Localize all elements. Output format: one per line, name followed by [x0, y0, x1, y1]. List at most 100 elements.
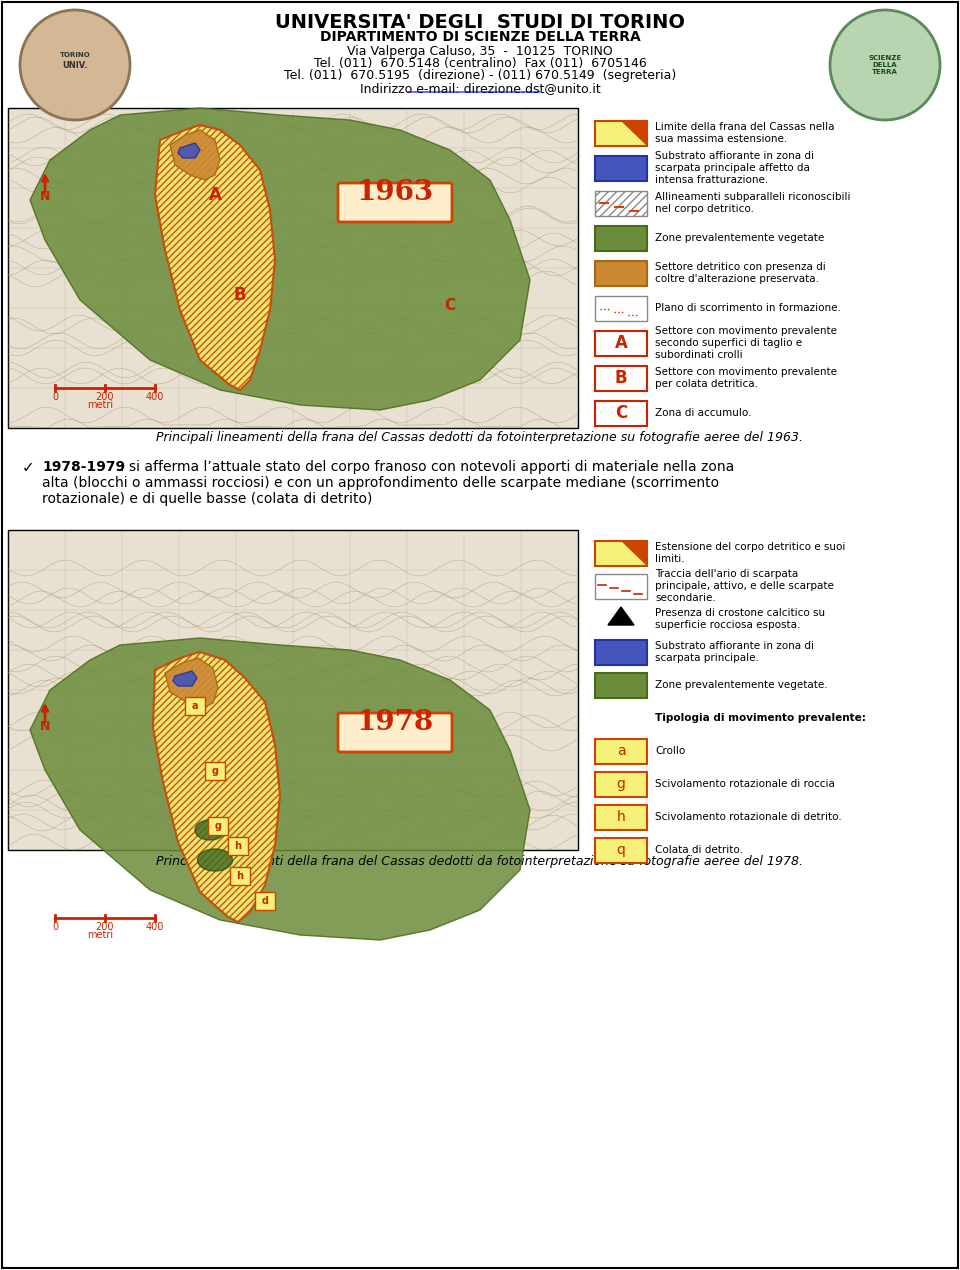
Text: a: a — [192, 701, 199, 711]
Text: Tipologia di movimento prevalente:: Tipologia di movimento prevalente: — [655, 712, 866, 723]
Bar — [255, 892, 275, 911]
Text: ✓: ✓ — [22, 460, 35, 475]
Bar — [595, 226, 647, 251]
Text: a: a — [616, 744, 625, 758]
Text: Indirizzo e-mail: direzione.dst@unito.it: Indirizzo e-mail: direzione.dst@unito.it — [360, 83, 600, 95]
Text: A: A — [208, 185, 222, 204]
Text: C: C — [614, 404, 627, 422]
Text: metri: metri — [87, 400, 113, 410]
Polygon shape — [155, 124, 275, 390]
Text: g: g — [616, 777, 625, 791]
Text: 1978-1979: 1978-1979 — [42, 460, 125, 474]
Text: Zona di accumulo.: Zona di accumulo. — [655, 408, 752, 418]
Text: h: h — [616, 810, 625, 824]
Text: Colata di detrito.: Colata di detrito. — [655, 845, 743, 855]
Text: 200: 200 — [96, 392, 114, 403]
Text: Zone prevalentemente vegetate.: Zone prevalentemente vegetate. — [655, 679, 828, 690]
Text: DIPARTIMENTO DI SCIENZE DELLA TERRA: DIPARTIMENTO DI SCIENZE DELLA TERRA — [320, 30, 640, 44]
Text: Substrato affiorante in zona di
scarpata principale affetto da
intensa fratturaz: Substrato affiorante in zona di scarpata… — [655, 151, 814, 184]
Bar — [595, 739, 647, 765]
Bar — [595, 772, 647, 798]
Text: Substrato affiorante in zona di
scarpata principale.: Substrato affiorante in zona di scarpata… — [655, 641, 814, 663]
Bar — [8, 108, 578, 428]
FancyBboxPatch shape — [338, 712, 452, 752]
Bar — [595, 262, 647, 286]
Text: Principali lineamenti della frana del Cassas dedotti da fotointerpretazione su f: Principali lineamenti della frana del Ca… — [156, 856, 804, 869]
Text: A: A — [614, 334, 628, 352]
Bar — [595, 331, 647, 356]
Text: SCIENZE
DELLA
TERRA: SCIENZE DELLA TERRA — [869, 55, 901, 75]
Polygon shape — [608, 607, 634, 625]
Text: g: g — [214, 820, 222, 831]
Text: Tel. (011)  670.5195  (direzione) - (011) 670.5149  (segreteria): Tel. (011) 670.5195 (direzione) - (011) … — [284, 70, 676, 83]
Bar — [8, 530, 578, 850]
Text: B: B — [614, 370, 627, 387]
Bar — [595, 640, 647, 665]
Text: UNIVERSITA' DEGLI  STUDI DI TORINO: UNIVERSITA' DEGLI STUDI DI TORINO — [275, 13, 685, 32]
Polygon shape — [178, 144, 200, 157]
Bar — [185, 697, 205, 715]
Text: h: h — [234, 841, 242, 851]
Bar — [595, 838, 647, 864]
Text: Zone prevalentemente vegetate: Zone prevalentemente vegetate — [655, 232, 825, 243]
Bar — [595, 296, 647, 321]
Ellipse shape — [198, 850, 232, 871]
Text: alta (blocchi o ammassi rocciosi) e con un approfondimento delle scarpate median: alta (blocchi o ammassi rocciosi) e con … — [42, 476, 719, 490]
Text: C: C — [444, 298, 456, 312]
Text: 1978: 1978 — [356, 709, 434, 737]
Bar — [595, 574, 647, 599]
Polygon shape — [173, 671, 197, 686]
Text: 1963: 1963 — [356, 179, 434, 206]
Circle shape — [20, 10, 130, 119]
Text: Allineamenti subparalleli riconoscibili
nel corpo detritico.: Allineamenti subparalleli riconoscibili … — [655, 192, 851, 213]
Bar — [595, 190, 647, 216]
Text: Estensione del corpo detritico e suoi
limiti.: Estensione del corpo detritico e suoi li… — [655, 542, 846, 564]
Text: Settore con movimento prevalente
per colata detritica.: Settore con movimento prevalente per col… — [655, 367, 837, 389]
Circle shape — [830, 10, 940, 119]
Bar — [205, 762, 225, 780]
Text: N: N — [39, 720, 50, 733]
Text: q: q — [616, 843, 625, 857]
Text: : si afferma l’attuale stato del corpo franoso con notevoli apporti di materiale: : si afferma l’attuale stato del corpo f… — [120, 460, 734, 474]
Bar — [595, 121, 647, 146]
Text: metri: metri — [87, 930, 113, 940]
Text: rotazionale) e di quelle basse (colata di detrito): rotazionale) e di quelle basse (colata d… — [42, 491, 372, 505]
Text: Limite della frana del Cassas nella
sua massima estensione.: Limite della frana del Cassas nella sua … — [655, 122, 834, 144]
Polygon shape — [165, 658, 218, 707]
Text: Principali lineamenti della frana del Cassas dedotti da fotointerpretazione su f: Principali lineamenti della frana del Ca… — [156, 432, 804, 444]
Ellipse shape — [195, 820, 225, 839]
Text: Tel. (011)  670.5148 (centralino)  Fax (011)  6705146: Tel. (011) 670.5148 (centralino) Fax (01… — [314, 57, 646, 71]
FancyBboxPatch shape — [338, 183, 452, 222]
Bar — [595, 401, 647, 425]
Text: Crollo: Crollo — [655, 745, 685, 756]
Text: Scivolamento rotazionale di roccia: Scivolamento rotazionale di roccia — [655, 779, 835, 789]
Bar — [595, 156, 647, 182]
Text: 200: 200 — [96, 922, 114, 932]
Polygon shape — [170, 130, 220, 180]
Text: Via Valperga Caluso, 35  -  10125  TORINO: Via Valperga Caluso, 35 - 10125 TORINO — [348, 46, 612, 58]
Text: Settore con movimento prevalente
secondo superfici di taglio e
subordinati croll: Settore con movimento prevalente secondo… — [655, 326, 837, 359]
Text: TORINO: TORINO — [60, 52, 90, 58]
Text: Scivolamento rotazionale di detrito.: Scivolamento rotazionale di detrito. — [655, 812, 842, 822]
Bar — [595, 541, 647, 566]
Text: Settore detritico con presenza di
coltre d'alterazione preservata.: Settore detritico con presenza di coltre… — [655, 262, 826, 283]
Text: 400: 400 — [146, 392, 164, 403]
Text: Traccia dell'ario di scarpata
principale, attivo, e delle scarpate
secondarie.: Traccia dell'ario di scarpata principale… — [655, 569, 834, 602]
Polygon shape — [30, 108, 530, 410]
Polygon shape — [153, 652, 280, 922]
Bar — [595, 366, 647, 391]
Text: 400: 400 — [146, 922, 164, 932]
Text: 0: 0 — [52, 922, 58, 932]
Polygon shape — [621, 121, 647, 146]
Text: Plano di scorrimento in formazione.: Plano di scorrimento in formazione. — [655, 304, 841, 312]
Bar — [228, 837, 248, 855]
Text: B: B — [233, 286, 247, 304]
Text: h: h — [236, 871, 244, 881]
Polygon shape — [30, 638, 530, 940]
Polygon shape — [621, 541, 647, 566]
Text: Presenza di crostone calcitico su
superficie rocciosa esposta.: Presenza di crostone calcitico su superf… — [655, 608, 826, 630]
Bar — [230, 867, 250, 885]
Bar — [595, 805, 647, 831]
Text: g: g — [211, 766, 219, 776]
Bar — [208, 817, 228, 834]
